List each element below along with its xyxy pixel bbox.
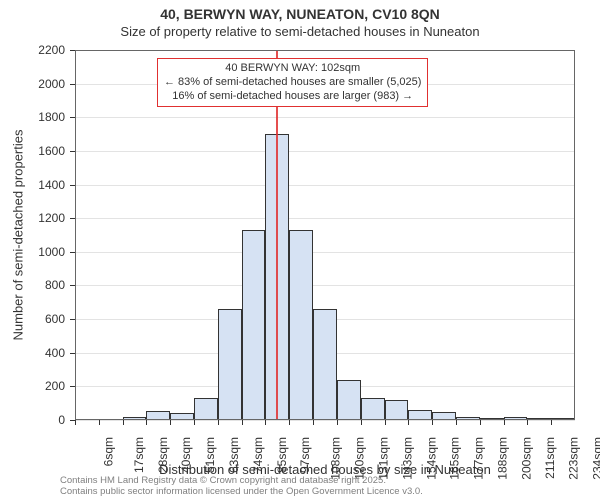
histogram-bar: [432, 412, 456, 420]
y-tick-label: 800: [45, 278, 65, 292]
histogram-bar: [480, 418, 504, 420]
histogram-bar: [361, 398, 385, 420]
x-tick-mark: [504, 420, 505, 425]
chart-subtitle: Size of property relative to semi-detach…: [0, 24, 600, 39]
gridline: [75, 218, 575, 219]
y-tick-mark: [70, 285, 75, 286]
y-tick-mark: [70, 319, 75, 320]
y-tick-label: 400: [45, 346, 65, 360]
histogram-bar: [194, 398, 218, 420]
y-tick-label: 600: [45, 312, 65, 326]
x-tick-label: 234sqm: [591, 437, 600, 480]
x-tick-mark: [170, 420, 171, 425]
y-tick-mark: [70, 185, 75, 186]
x-tick-mark: [456, 420, 457, 425]
x-tick-mark: [194, 420, 195, 425]
histogram-bar: [504, 417, 528, 420]
y-tick-label: 1000: [38, 245, 65, 259]
y-tick-mark: [70, 218, 75, 219]
y-tick-mark: [70, 386, 75, 387]
histogram-bar: [123, 417, 147, 420]
gridline: [75, 185, 575, 186]
y-axis-label: Number of semi-detached properties: [11, 130, 26, 341]
x-tick-mark: [289, 420, 290, 425]
y-tick-mark: [70, 353, 75, 354]
x-tick-mark: [99, 420, 100, 425]
y-tick-label: 1600: [38, 144, 65, 158]
histogram-bar: [242, 230, 266, 420]
x-tick-mark: [385, 420, 386, 425]
y-tick-mark: [70, 151, 75, 152]
histogram-bar: [146, 411, 170, 420]
histogram-bar: [313, 309, 337, 420]
histogram-bar: [551, 418, 575, 420]
gridline: [75, 151, 575, 152]
x-tick-mark: [361, 420, 362, 425]
x-tick-mark: [337, 420, 338, 425]
x-tick-mark: [313, 420, 314, 425]
x-tick-mark: [218, 420, 219, 425]
x-tick-mark: [146, 420, 147, 425]
chart-root: 40, BERWYN WAY, NUNEATON, CV10 8QN Size …: [0, 0, 600, 500]
y-tick-label: 1800: [38, 110, 65, 124]
x-tick-mark: [123, 420, 124, 425]
footer-line: Contains public sector information licen…: [60, 487, 423, 498]
y-tick-label: 2200: [38, 43, 65, 57]
histogram-bar: [385, 400, 409, 420]
annotation-line: 40 BERWYN WAY: 102sqm: [164, 62, 421, 76]
gridline: [75, 117, 575, 118]
y-tick-label: 1200: [38, 211, 65, 225]
x-tick-mark: [432, 420, 433, 425]
x-tick-mark: [265, 420, 266, 425]
histogram-bar: [170, 413, 194, 420]
gridline: [75, 420, 575, 421]
x-tick-mark: [408, 420, 409, 425]
annotation-line: ← 83% of semi-detached houses are smalle…: [164, 76, 421, 90]
histogram-bar: [408, 410, 432, 420]
annotation-box: 40 BERWYN WAY: 102sqm← 83% of semi-detac…: [157, 58, 428, 107]
histogram-bar: [218, 309, 242, 420]
footer-attribution: Contains HM Land Registry data © Crown c…: [60, 476, 423, 498]
y-tick-label: 1400: [38, 178, 65, 192]
histogram-bar: [337, 380, 361, 420]
annotation-line: 16% of semi-detached houses are larger (…: [164, 90, 421, 104]
x-tick-mark: [75, 420, 76, 425]
y-tick-label: 0: [58, 413, 65, 427]
x-tick-mark: [480, 420, 481, 425]
x-tick-mark: [242, 420, 243, 425]
gridline: [75, 50, 575, 51]
histogram-bar: [527, 418, 551, 420]
y-tick-mark: [70, 50, 75, 51]
y-tick-mark: [70, 252, 75, 253]
y-tick-label: 200: [45, 379, 65, 393]
plot-area: 0200400600800100012001400160018002000220…: [75, 50, 575, 420]
y-tick-mark: [70, 84, 75, 85]
x-tick-mark: [551, 420, 552, 425]
histogram-bar: [456, 417, 480, 420]
chart-title: 40, BERWYN WAY, NUNEATON, CV10 8QN: [0, 6, 600, 22]
gridline: [75, 252, 575, 253]
x-tick-mark: [527, 420, 528, 425]
gridline: [75, 285, 575, 286]
histogram-bar: [289, 230, 313, 420]
y-tick-mark: [70, 117, 75, 118]
y-tick-label: 2000: [38, 77, 65, 91]
